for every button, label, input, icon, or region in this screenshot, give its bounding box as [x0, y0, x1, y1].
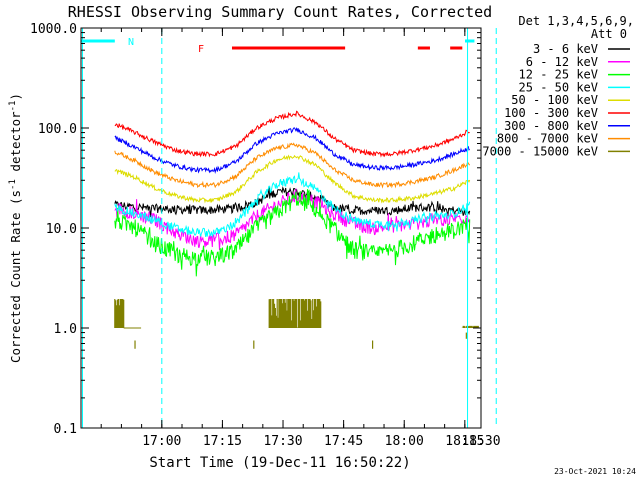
chart-title: RHESSI Observing Summary Count Rates, Co… [68, 3, 492, 21]
x-tick-label-6: 18:30 [461, 434, 500, 449]
series-12-25-kev [114, 189, 471, 277]
y-axis-label-sup: -1 [8, 179, 18, 190]
series-layer [114, 110, 479, 349]
y-tick-label-4: 1000.0 [30, 22, 77, 37]
x-tick-label-2: 17:30 [263, 434, 302, 449]
legend-entry-label: 800 - 7000 keV [497, 132, 598, 146]
legend-entry: 800 - 7000 keV [497, 132, 630, 146]
legend-entry: 100 - 300 keV [504, 106, 630, 120]
series-7000-15000-kev-block-0 [114, 299, 125, 328]
x-axis-label: Start Time (19-Dec-11 16:50:22) [149, 455, 410, 471]
footer-date: 23-Oct-2021 10:24 [554, 467, 636, 476]
legend-entry: 50 - 100 keV [511, 93, 630, 107]
legend-entry-label: 100 - 300 keV [504, 106, 598, 120]
x-tick-label-5: 18:15 [445, 434, 484, 449]
flag-n-label: N [128, 37, 134, 48]
legend-entry: 7000 - 15000 keV [482, 144, 630, 158]
legend-entry-label: 12 - 25 keV [519, 68, 598, 82]
y-tick-label-3: 100.0 [38, 122, 77, 137]
series-100-300-kev [114, 110, 470, 158]
series-800-7000-kev [114, 142, 471, 189]
y-axis-label-main: Corrected Count Rate (s [8, 190, 23, 363]
legend-entry: 300 - 800 keV [504, 119, 630, 133]
x-tick-label-0: 17:00 [142, 434, 181, 449]
legend-header-line1: Det 1,3,4,5,6,9, [518, 14, 634, 28]
legend-entry-label: 25 - 50 keV [519, 80, 598, 94]
legend-entry: 6 - 12 keV [526, 55, 630, 69]
flag-bars: NF [81, 37, 475, 55]
y-axis-label-mid: detector [8, 111, 23, 179]
x-tick-label-4: 18:00 [385, 434, 424, 449]
y-axis-label-end: ) [8, 93, 23, 101]
legend-entry: 12 - 25 keV [519, 68, 630, 82]
series-50-100-kev [114, 154, 471, 204]
legend-entry: 25 - 50 keV [519, 80, 630, 94]
series-300-800-kev [114, 127, 470, 175]
y-tick-label-0: 0.1 [54, 422, 77, 437]
legend-entry-label: 300 - 800 keV [504, 119, 598, 133]
x-tick-label-3: 17:45 [324, 434, 363, 449]
y-axis-ticks: 0.1 1.0 10.0 100.0 1000.0 [30, 22, 481, 437]
series-7000-15000-kev-block-1 [268, 299, 322, 328]
legend-header-line2: Att 0 [591, 27, 627, 41]
y-tick-label-1: 1.0 [54, 322, 77, 337]
x-tick-label-1: 17:15 [203, 434, 242, 449]
y-tick-label-2: 10.0 [46, 222, 77, 237]
y-axis-label: Corrected Count Rate (s-1 detector-1) [8, 93, 23, 363]
series-25-50-kev [114, 172, 471, 239]
flag-f-label: F [198, 44, 204, 55]
series-7000-15000-kev [114, 299, 479, 349]
y-axis-label-sup2: -1 [8, 101, 18, 112]
legend-entry-label: 7000 - 15000 keV [482, 144, 598, 158]
legend-entry-label: 6 - 12 keV [526, 55, 598, 69]
legend-entry-label: 50 - 100 keV [511, 93, 598, 107]
legend-entry-label: 3 - 6 keV [533, 42, 598, 56]
legend-entry: 3 - 6 keV [533, 42, 630, 56]
